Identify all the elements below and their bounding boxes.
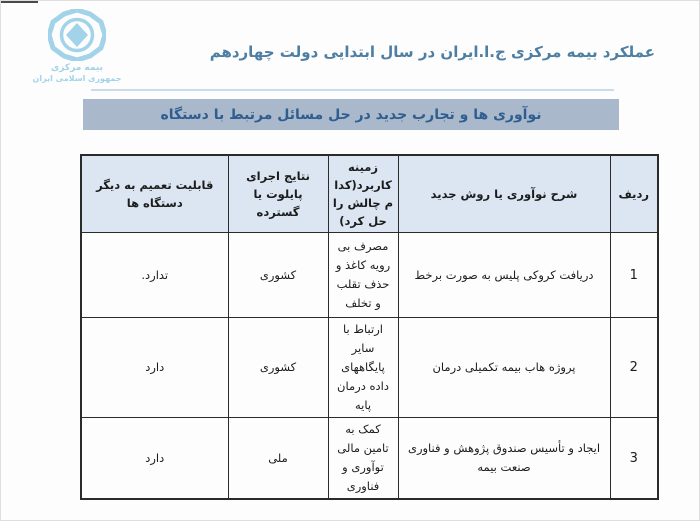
innovations-table: ردیف شرح نوآوری یا روش جدید زمینه کاربرد… — [80, 154, 659, 500]
insurance-emblem-icon — [48, 9, 106, 61]
column-header-pilot-results: نتایج اجرای پایلوت یا گسترده — [227, 154, 329, 233]
org-country: جمهوری اسلامی ایران — [32, 74, 122, 83]
cell-pilot-results: کشوری — [227, 232, 329, 318]
table-header: ردیف شرح نوآوری یا روش جدید زمینه کاربرد… — [80, 154, 659, 233]
cell-row-number: 1 — [609, 232, 659, 318]
cell-pilot-results: ملی — [227, 417, 329, 500]
column-header-innovation-description: شرح نوآوری یا روش جدید — [397, 154, 611, 233]
table-row: 2 پروژه هاب بیمه تکمیلی درمان ارتباط با … — [80, 317, 659, 418]
column-header-row-number: ردیف — [609, 154, 659, 233]
table-header-row: ردیف شرح نوآوری یا روش جدید زمینه کاربرد… — [80, 154, 659, 233]
cell-application-area: مصرف بی رویه کاغذ و حذف تقلب و تخلف — [327, 232, 399, 318]
page-title: عملکرد بیمه مرکزی ج.ا.ایران در سال ابتدا… — [209, 43, 655, 61]
cell-row-number: 2 — [609, 317, 659, 418]
cell-application-area: کمک به تامین مالی توآوری و فناوری — [327, 417, 399, 500]
column-header-generalizability: قابلیت تعمیم به دیگر دستگاه ها — [80, 154, 229, 233]
org-logo: بیمه مرکزی جمهوری اسلامی ایران — [29, 9, 125, 84]
cell-innovation-description: ایجاد و تأسیس صندوق پژوهش و فناوری صنعت … — [397, 417, 611, 500]
scan-edge-artifact — [1, 1, 38, 3]
table-row: 3 ایجاد و تأسیس صندوق پژوهش و فناوری صنع… — [80, 417, 659, 500]
section-header: نوآوری ها و تجارب جدید در حل مسائل مرتبط… — [83, 99, 619, 130]
cell-generalizability: دارد — [80, 417, 229, 500]
cell-pilot-results: کشوری — [227, 317, 329, 418]
org-name: بیمه مرکزی — [51, 63, 103, 73]
cell-row-number: 3 — [609, 417, 659, 500]
cell-generalizability: تدارد. — [80, 232, 229, 318]
title-divider — [91, 89, 614, 91]
cell-innovation-description: دریافت کروکی پلیس به صورت برخط — [397, 232, 611, 318]
cell-generalizability: دارد — [80, 317, 229, 418]
column-header-application-area: زمینه کاربرد(کدام چالش را حل کرد) — [327, 154, 399, 233]
cell-application-area: ارتباط با سایر پایگاههای داده درمان پایه — [327, 317, 399, 418]
cell-innovation-description: پروژه هاب بیمه تکمیلی درمان — [397, 317, 611, 418]
table-row: 1 دریافت کروکی پلیس به صورت برخط مصرف بی… — [80, 232, 659, 318]
